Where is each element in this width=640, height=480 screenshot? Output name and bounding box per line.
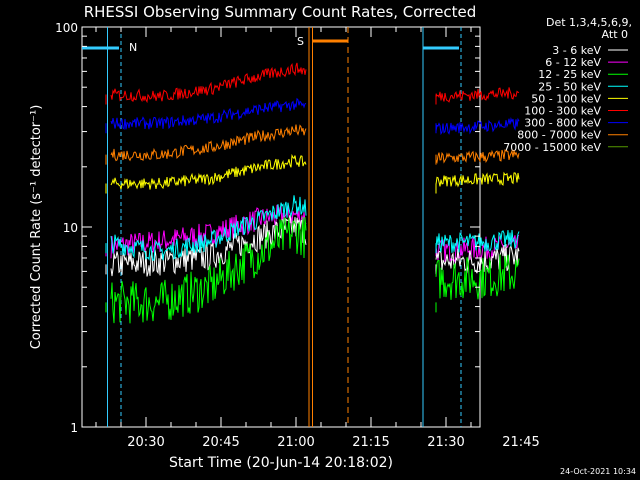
y-axis-label: Corrected Count Rate (s⁻¹ detector⁻¹) — [29, 105, 44, 350]
series-line — [435, 149, 520, 164]
footer-date: 24-Oct-2021 10:34 — [560, 467, 636, 476]
series-line — [435, 254, 520, 300]
x-axis: 20:30 20:45 21:00 21:15 21:30 21:45 — [95, 27, 540, 450]
legend-header-1: Det 1,3,4,5,6,9, — [546, 16, 632, 29]
x-axis-label: Start Time (20-Jun-14 20:18:02) — [169, 455, 393, 471]
y-tick-label: 10 — [63, 221, 78, 235]
series-line — [110, 97, 307, 130]
legend-entry-label: 3 - 6 keV — [552, 44, 601, 57]
legend-entry-label: 50 - 100 keV — [531, 92, 601, 105]
legend-entry-label: 6 - 12 keV — [545, 56, 601, 69]
legend-entry-label: 25 - 50 keV — [538, 80, 601, 93]
series-line — [110, 195, 307, 262]
y-axis: 1 10 100 — [55, 21, 480, 435]
series-line — [110, 62, 307, 104]
x-tick-label: 20:30 — [127, 435, 164, 450]
series-line — [435, 234, 520, 264]
series-line — [110, 153, 307, 190]
series-line — [435, 87, 520, 103]
x-tick-label: 21:00 — [277, 435, 314, 450]
series-line — [435, 116, 520, 136]
legend-entry-label: 12 - 25 keV — [538, 68, 601, 81]
legend-entry-label: 800 - 7000 keV — [517, 129, 601, 142]
night-label: N — [129, 41, 137, 54]
chart-title: RHESSI Observing Summary Count Rates, Co… — [84, 3, 477, 21]
series-line — [110, 216, 307, 324]
legend-entry-label: 300 - 800 keV — [524, 117, 601, 130]
x-tick-label: 21:45 — [502, 435, 539, 450]
series-line — [435, 229, 520, 253]
y-tick-label: 100 — [55, 21, 78, 35]
legend-entry-label: 100 - 300 keV — [524, 105, 601, 118]
saa-label: S — [297, 35, 304, 48]
series-line — [110, 124, 307, 162]
x-tick-label: 21:15 — [352, 435, 389, 450]
legend-header-2: Att 0 — [602, 28, 628, 41]
y-tick-label: 1 — [70, 421, 78, 435]
legend-entry-label: 7000 - 15000 keV — [503, 141, 601, 154]
x-tick-label: 21:30 — [427, 435, 464, 450]
x-tick-label: 20:45 — [202, 435, 239, 450]
series-line — [435, 171, 520, 188]
